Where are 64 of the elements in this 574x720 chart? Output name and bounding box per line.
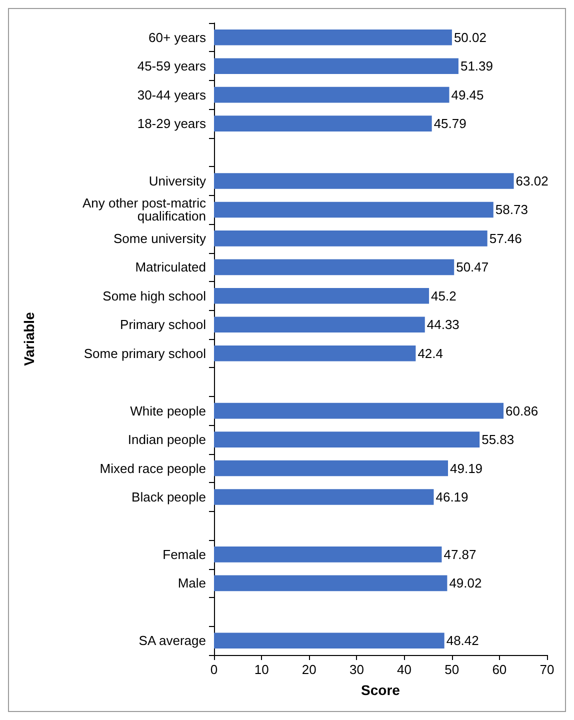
data-label: 50.02 [454, 30, 486, 45]
data-label: 51.39 [460, 58, 494, 74]
bar [214, 432, 480, 448]
data-label: 63.02 [516, 174, 548, 188]
bar [214, 173, 514, 189]
x-tick-label: 20 [302, 662, 316, 677]
y-tick-label: 18-29 years [137, 116, 206, 132]
y-tick-label: Any other post-matric qualification [82, 196, 206, 224]
bar [214, 288, 430, 304]
y-tick-label: 45-59 years [137, 58, 206, 74]
data-label: 42.4 [418, 346, 444, 361]
bar [214, 230, 488, 246]
y-tick-label: White people [130, 403, 206, 418]
x-tick-label: 70 [540, 662, 554, 677]
bar [214, 632, 444, 649]
bar [214, 546, 442, 562]
x-axis-title: Score [361, 682, 400, 698]
data-label: 60.86 [506, 403, 538, 418]
y-tick-label: Some high school [102, 288, 206, 304]
y-tick-label: Male [178, 576, 206, 591]
y-tick-label: Some primary school [84, 346, 206, 361]
data-label: 47.87 [444, 546, 476, 562]
data-label: 50.47 [456, 260, 489, 275]
y-tick-label: Female [162, 546, 206, 562]
y-tick-label: SA average [138, 633, 206, 648]
bar [214, 575, 448, 592]
bar [214, 316, 425, 333]
x-tick-label: 10 [254, 662, 269, 677]
y-tick-label: Mixed race people [100, 460, 206, 476]
data-label: 49.02 [449, 576, 482, 591]
y-tick-label: Matriculated [135, 260, 206, 275]
data-label: 48.42 [446, 633, 479, 648]
y-tick-label: Primary school [120, 317, 206, 332]
x-tick-label: 60 [492, 662, 507, 677]
bar [214, 460, 448, 476]
y-tick-label: Black people [132, 490, 206, 504]
data-label: 49.45 [451, 87, 484, 102]
data-label: 57.46 [489, 230, 522, 246]
x-tick-label: 50 [444, 662, 460, 677]
bar [214, 116, 432, 132]
data-label: 58.73 [495, 202, 528, 218]
y-tick-label: 60+ years [148, 30, 206, 45]
data-label: 45.79 [434, 116, 466, 132]
bar [214, 58, 458, 74]
bar [214, 259, 454, 276]
y-axis-title: Variable [21, 312, 37, 366]
y-tick-label: Indian people [128, 432, 206, 448]
x-tick-label: 0 [210, 662, 218, 677]
bar [214, 29, 452, 46]
data-label: 55.83 [482, 432, 514, 448]
bar [214, 86, 450, 103]
bar [214, 489, 434, 505]
data-label: 46.19 [436, 490, 468, 504]
y-tick-label: University [148, 174, 206, 188]
x-tick-label: 40 [397, 662, 412, 677]
bar [214, 345, 416, 362]
bar [214, 402, 504, 419]
y-tick-label: Some university [114, 230, 206, 246]
x-tick-label: 30 [349, 662, 364, 677]
data-label: 45.2 [431, 288, 456, 304]
data-label: 44.33 [426, 317, 460, 332]
bar [214, 202, 494, 218]
y-tick-label: 30-44 years [137, 87, 206, 102]
data-label: 49.19 [450, 460, 483, 476]
